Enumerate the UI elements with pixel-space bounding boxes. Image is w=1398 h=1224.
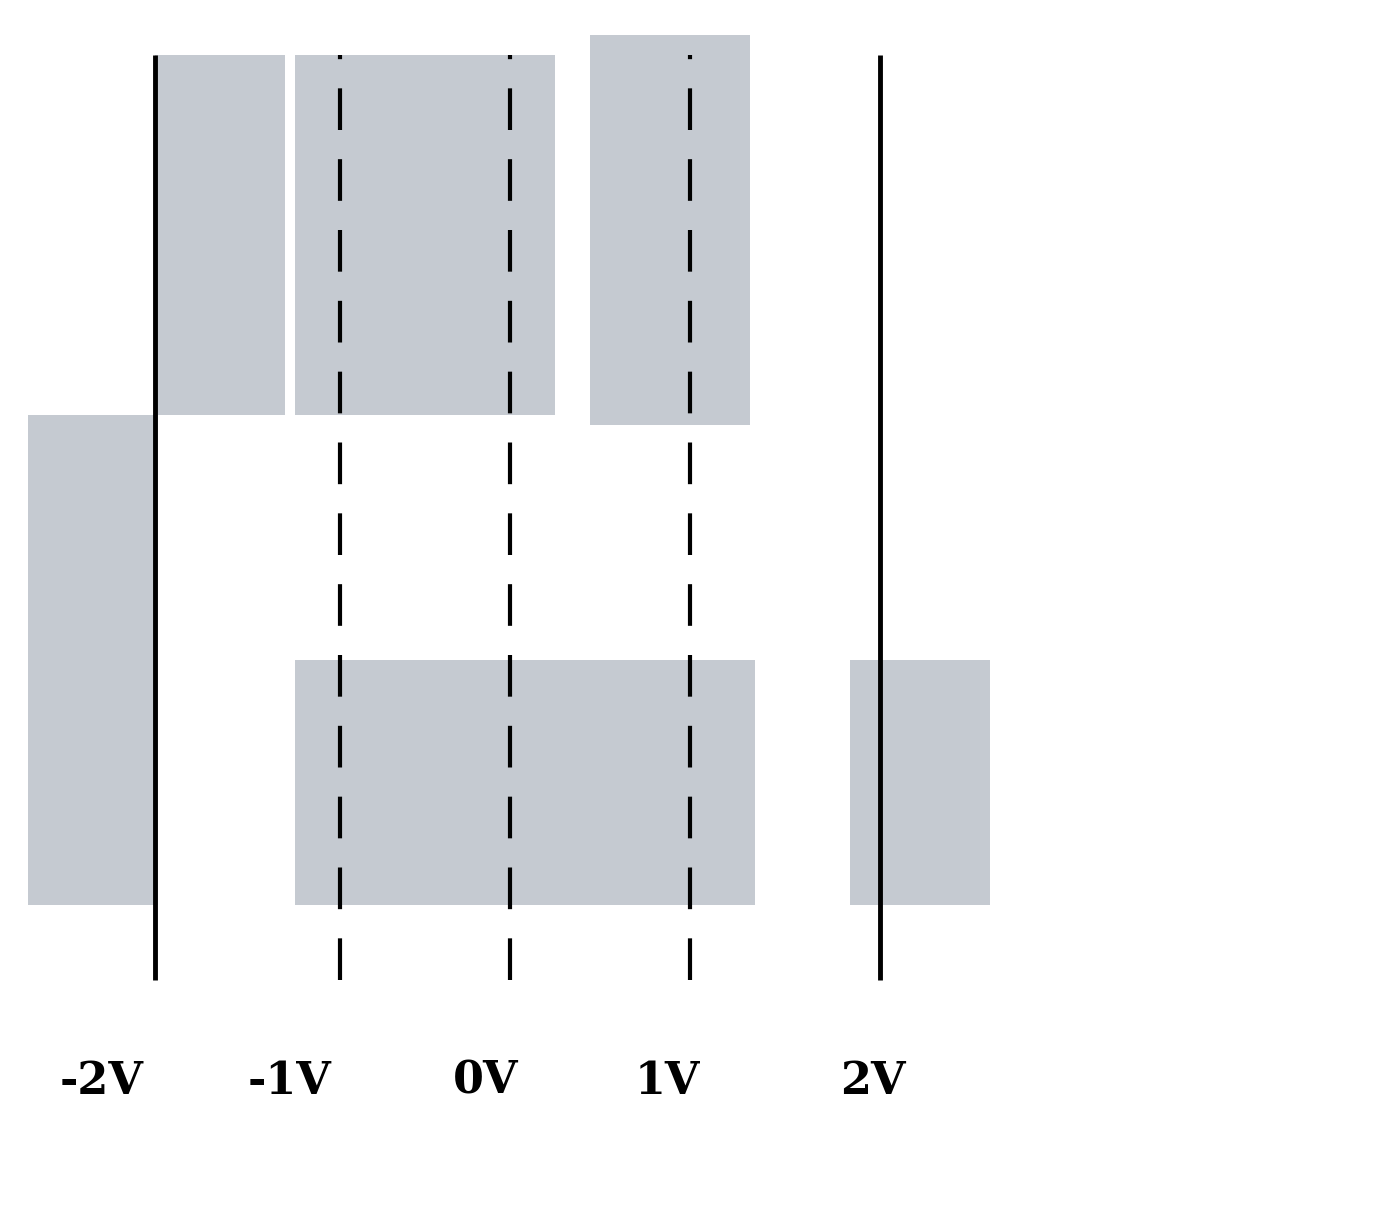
Bar [850, 660, 990, 905]
Bar [590, 35, 749, 425]
Text: 2V: 2V [840, 1060, 906, 1103]
Text: 0V: 0V [453, 1060, 519, 1103]
Bar [155, 55, 285, 415]
Text: 1V: 1V [635, 1060, 700, 1103]
Bar [295, 55, 555, 415]
Bar [28, 415, 158, 905]
Text: -2V: -2V [60, 1060, 144, 1103]
Text: -1V: -1V [247, 1060, 331, 1103]
Bar [295, 660, 755, 905]
